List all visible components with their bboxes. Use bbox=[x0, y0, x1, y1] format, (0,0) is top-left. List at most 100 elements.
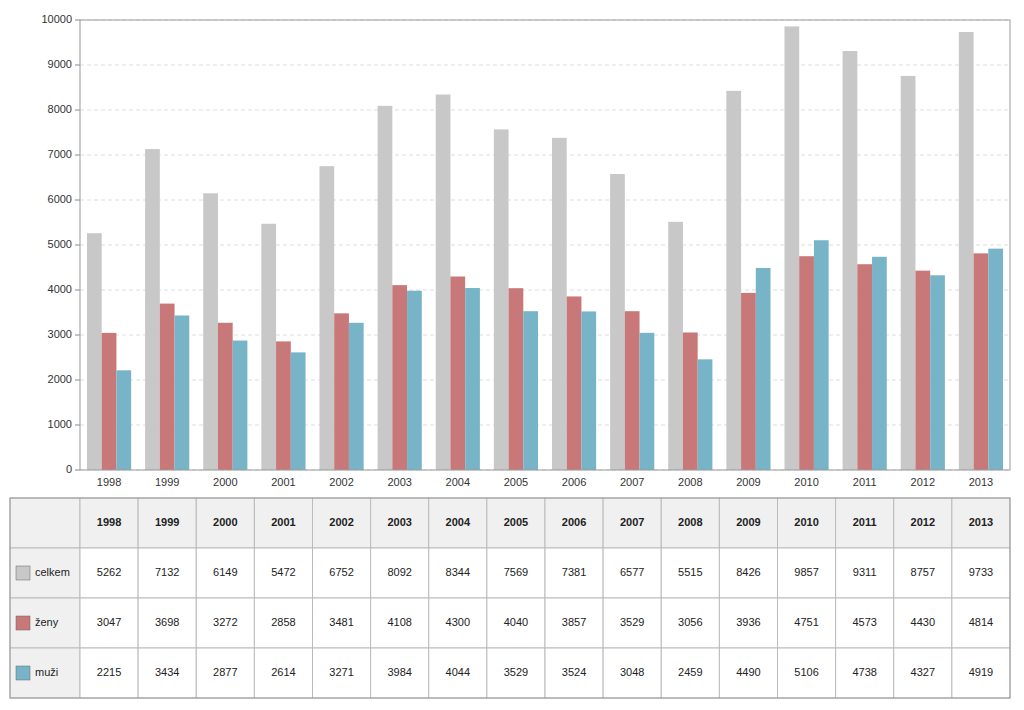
y-tick-label: 1000 bbox=[48, 418, 72, 430]
table-value: 3529 bbox=[504, 666, 528, 678]
table-value: 5106 bbox=[794, 666, 818, 678]
table-header: 2011 bbox=[853, 516, 877, 528]
bar bbox=[276, 341, 291, 470]
table-cell bbox=[545, 598, 603, 648]
table-cell bbox=[778, 548, 836, 598]
bar bbox=[291, 352, 306, 470]
table-value: 4919 bbox=[969, 666, 993, 678]
table-value: 2877 bbox=[213, 666, 237, 678]
table-value: 3529 bbox=[620, 616, 644, 628]
y-tick-label: 7000 bbox=[48, 148, 72, 160]
x-tick-label: 2002 bbox=[329, 476, 353, 488]
table-header: 2005 bbox=[504, 516, 528, 528]
y-tick bbox=[75, 290, 80, 291]
table-value: 4044 bbox=[446, 666, 470, 678]
bar-series bbox=[116, 240, 1003, 470]
bar bbox=[233, 341, 248, 470]
table-cell bbox=[603, 548, 661, 598]
table-value: 3048 bbox=[620, 666, 644, 678]
table-value: 3481 bbox=[329, 616, 353, 628]
table-cell bbox=[80, 648, 138, 698]
table-cell bbox=[313, 598, 371, 648]
x-axis: 1998199920002001200220032004200520062007… bbox=[97, 476, 993, 488]
table-cell bbox=[545, 498, 603, 548]
table-cell bbox=[487, 498, 545, 548]
table-cell bbox=[545, 648, 603, 698]
bar-series bbox=[87, 26, 974, 470]
y-tick-label: 0 bbox=[66, 463, 72, 475]
table-cell bbox=[254, 548, 312, 598]
bar bbox=[552, 138, 567, 470]
table-cell bbox=[836, 648, 894, 698]
y-tick-label: 9000 bbox=[48, 58, 72, 70]
table-cell bbox=[10, 498, 80, 548]
bar bbox=[814, 240, 829, 470]
bar bbox=[668, 222, 683, 470]
y-tick-label: 5000 bbox=[48, 238, 72, 250]
table-value: 8426 bbox=[736, 566, 760, 578]
y-tick bbox=[75, 65, 80, 66]
bar bbox=[392, 285, 407, 470]
x-tick-label: 2004 bbox=[446, 476, 470, 488]
table-value: 6149 bbox=[213, 566, 237, 578]
bar bbox=[726, 91, 741, 470]
table-cell bbox=[719, 548, 777, 598]
y-tick-label: 4000 bbox=[48, 283, 72, 295]
data-table: 1998199920002001200220032004200520062007… bbox=[10, 498, 1010, 698]
table-value: 6752 bbox=[329, 566, 353, 578]
table-value: 3857 bbox=[562, 616, 586, 628]
table-header: 2009 bbox=[736, 516, 760, 528]
bar bbox=[523, 311, 538, 470]
table-value: 5262 bbox=[97, 566, 121, 578]
table-header: 2012 bbox=[911, 516, 935, 528]
table-cell bbox=[254, 648, 312, 698]
bar bbox=[974, 253, 989, 470]
grid-line bbox=[80, 110, 1010, 111]
table-value: 8344 bbox=[446, 566, 470, 578]
table-cell bbox=[894, 648, 952, 698]
chart-svg: 0100020003000400050006000700080009000100… bbox=[0, 0, 1024, 710]
bar bbox=[203, 193, 218, 470]
grid-line bbox=[80, 155, 1010, 156]
table-cell bbox=[952, 598, 1010, 648]
table-cell bbox=[603, 598, 661, 648]
table-value: 8757 bbox=[911, 566, 935, 578]
plot-frame bbox=[80, 20, 1010, 470]
bar bbox=[784, 26, 799, 470]
bar bbox=[901, 76, 916, 470]
table-value: 7569 bbox=[504, 566, 528, 578]
table-cell bbox=[719, 648, 777, 698]
y-tick bbox=[75, 200, 80, 201]
bar bbox=[959, 32, 974, 470]
table-header: 2001 bbox=[271, 516, 295, 528]
bar bbox=[930, 275, 945, 470]
bar bbox=[102, 333, 117, 470]
table-header: 1998 bbox=[97, 516, 121, 528]
y-tick-label: 3000 bbox=[48, 328, 72, 340]
bar bbox=[843, 51, 858, 470]
table-cell bbox=[952, 498, 1010, 548]
y-tick-label: 2000 bbox=[48, 373, 72, 385]
bar bbox=[988, 249, 1003, 470]
x-tick-label: 2009 bbox=[736, 476, 760, 488]
table-header: 2007 bbox=[620, 516, 644, 528]
y-tick bbox=[75, 20, 80, 21]
table-value: 3434 bbox=[155, 666, 179, 678]
table-cell bbox=[487, 648, 545, 698]
table-value: 4430 bbox=[911, 616, 935, 628]
bar bbox=[683, 332, 698, 470]
table-cell bbox=[661, 598, 719, 648]
x-tick-label: 2012 bbox=[911, 476, 935, 488]
bar bbox=[334, 313, 349, 470]
grid-line bbox=[80, 200, 1010, 201]
table-header: 2000 bbox=[213, 516, 237, 528]
x-tick-label: 2003 bbox=[387, 476, 411, 488]
y-tick bbox=[75, 245, 80, 246]
table-value: 4108 bbox=[387, 616, 411, 628]
table-value: 3524 bbox=[562, 666, 586, 678]
bar bbox=[640, 333, 655, 470]
table-value: 4814 bbox=[969, 616, 993, 628]
bars bbox=[87, 26, 1003, 470]
table-cell bbox=[138, 598, 196, 648]
table-value: 4573 bbox=[852, 616, 876, 628]
